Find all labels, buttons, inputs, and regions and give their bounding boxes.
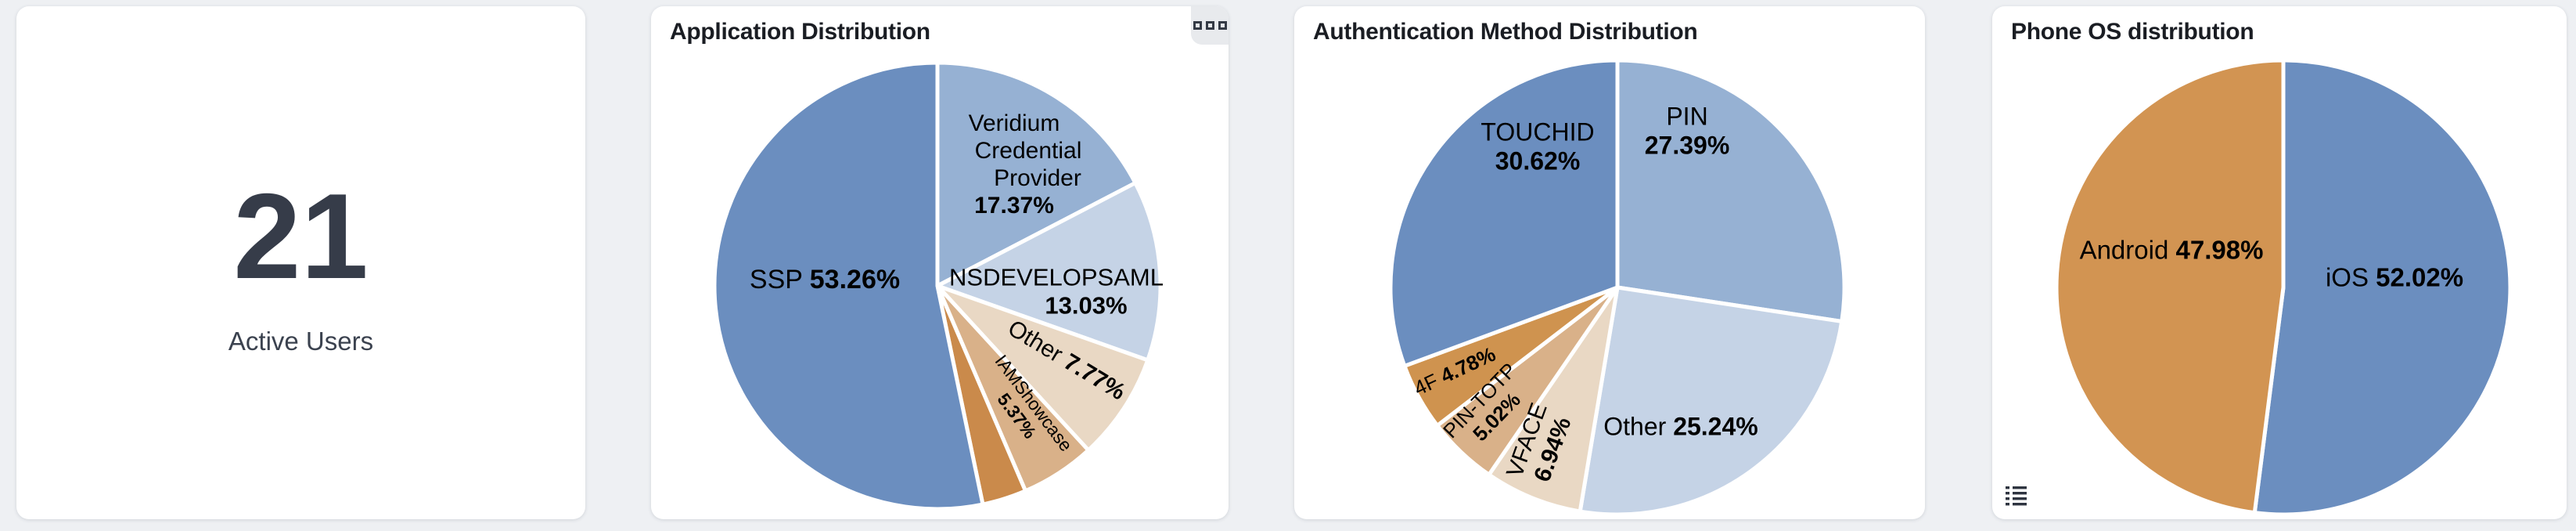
authentication-method-pie: PIN 27.39% Other 25.24% VFACE 6.94% PIN-TOTP 5… — [1294, 6, 1925, 519]
application-distribution-pie: Veridium Credential Provider 17.37% NSDEVELO… — [651, 6, 1229, 519]
pie-slice-other[interactable] — [935, 284, 1150, 453]
authentication-method-distribution-card: PIN 27.39% Other 25.24% VFACE 6.94% PIN-TOTP 5… — [1294, 6, 1925, 519]
square-icon — [1205, 21, 1214, 30]
card-title: Phone OS distribution — [2011, 19, 2254, 45]
pie-label: iOS 52.02% — [2325, 262, 2464, 292]
phone-os-distribution-card: iOS 52.02% Android 47.98% Phone OS distri… — [1992, 6, 2567, 519]
card-title: Authentication Method Distribution — [1313, 19, 1698, 45]
pie-slice-veridium-credential-provider[interactable] — [935, 60, 1138, 288]
pie-label: Veridium Credential Provider 17.37% — [968, 110, 1082, 219]
active-users-card: 21 Active Users — [16, 6, 585, 519]
pie-label: NSDEVELOPSAML 13.03% — [949, 263, 1164, 320]
card-title: Application Distribution — [670, 19, 930, 45]
active-users-count: 21 — [233, 168, 369, 304]
legend-toggle-button[interactable] — [2005, 486, 2028, 508]
pie-label: PIN 27.39% — [1644, 102, 1730, 160]
list-icon — [2006, 486, 2027, 506]
application-distribution-card: Veridium Credential Provider 17.37% NSDEVELO… — [651, 6, 1229, 519]
pie-label: Other 25.24% — [1603, 412, 1758, 441]
square-icon — [1193, 21, 1202, 30]
square-icon — [1218, 21, 1227, 30]
pie-slice-other[interactable] — [1578, 285, 1844, 517]
phone-os-pie: iOS 52.02% Android 47.98% — [1992, 6, 2567, 519]
pie-slice-ssp[interactable] — [712, 60, 985, 511]
pie-slice-pin[interactable] — [1615, 58, 1847, 323]
pie-label: SSP 53.26% — [749, 265, 901, 295]
pie-slice-nsdevelopsaml[interactable] — [935, 181, 1163, 363]
pie-label: TOUCHID 30.62% — [1480, 117, 1595, 175]
pie-slice-touchid[interactable] — [1388, 58, 1620, 368]
pie-label: Android 47.98% — [2079, 235, 2264, 265]
pie-slice-android[interactable] — [2054, 58, 2286, 515]
card-menu-button[interactable] — [1191, 6, 1229, 45]
active-users-label: Active Users — [228, 327, 374, 356]
pie-slice-ios[interactable] — [2252, 58, 2513, 517]
